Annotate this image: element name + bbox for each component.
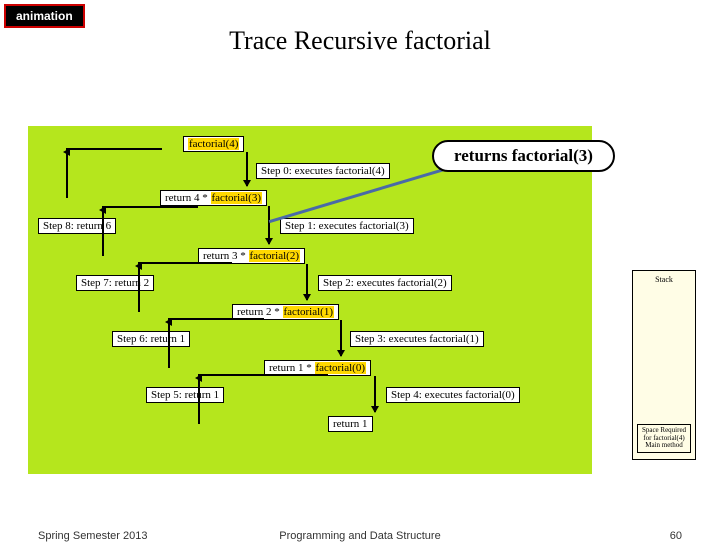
- stack-panel: Stack Space Required for factorial(4) Ma…: [632, 270, 696, 460]
- footer-right: 60: [670, 530, 682, 542]
- animation-badge: animation: [4, 4, 85, 28]
- footer-center: Programming and Data Structure: [0, 530, 720, 542]
- callout-bubble: returns factorial(3): [432, 140, 615, 172]
- return-arrow-2: [138, 262, 232, 312]
- down-arrow-4: [374, 376, 376, 412]
- stack-label: Stack: [633, 275, 695, 284]
- return-arrow-0: [198, 374, 328, 424]
- page-title: Trace Recursive factorial: [0, 26, 720, 56]
- call-box-0: factorial(4): [183, 136, 244, 152]
- return-arrow-4: [66, 148, 162, 198]
- stack-frame: Space Required for factorial(4) Main met…: [637, 424, 691, 453]
- down-arrow-0: [246, 152, 248, 186]
- return-arrow-1: [168, 318, 264, 368]
- diagram-canvas: factorial(4) return 4 * factorial(3) retur…: [28, 126, 592, 474]
- call-box-1: return 4 * factorial(3): [160, 190, 267, 206]
- down-arrow-3: [340, 320, 342, 356]
- step-right-1: Step 1: executes factorial(3): [280, 218, 414, 234]
- step-right-4: Step 4: executes factorial(0): [386, 387, 520, 403]
- down-arrow-1: [268, 206, 270, 244]
- step-right-3: Step 3: executes factorial(1): [350, 331, 484, 347]
- step-right-2: Step 2: executes factorial(2): [318, 275, 452, 291]
- call-box-5: return 1: [328, 416, 373, 432]
- return-arrow-3: [102, 206, 198, 256]
- down-arrow-2: [306, 264, 308, 300]
- step-right-0: Step 0: executes factorial(4): [256, 163, 390, 179]
